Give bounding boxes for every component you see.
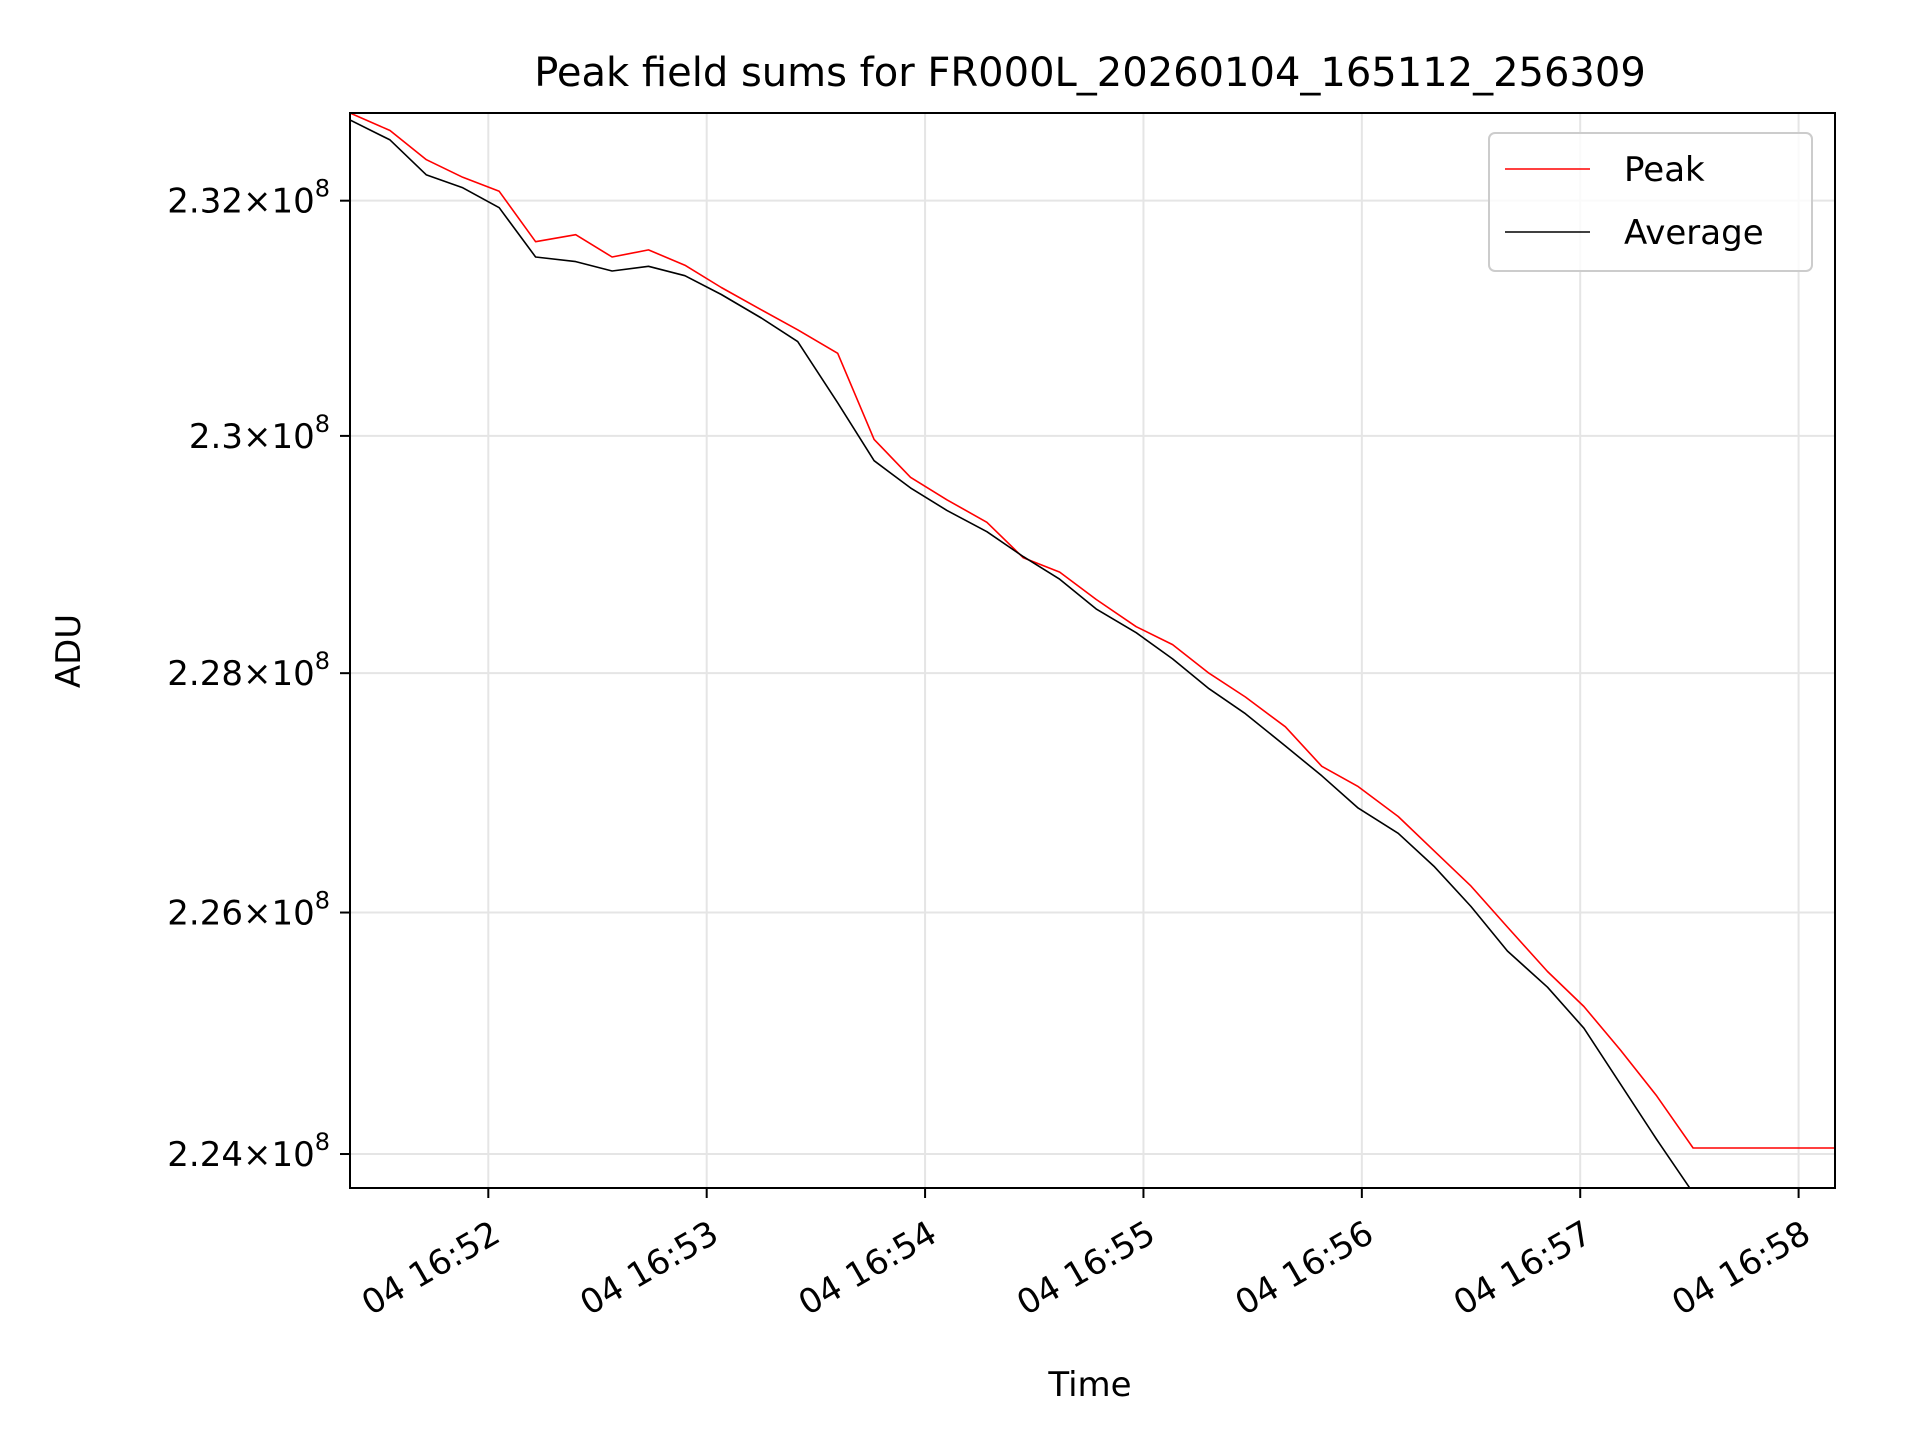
y-tick-exponent: 8 [315, 410, 330, 438]
series-line-peak [350, 113, 1835, 1149]
y-tick-exponent: 8 [315, 1128, 330, 1156]
series-line-average [350, 119, 1691, 1188]
plot-frame [349, 112, 1836, 1189]
y-tick-mantissa: 2.24×10 [167, 1135, 314, 1175]
legend-label-average: Average [1624, 213, 1764, 253]
legend-box [1488, 132, 1813, 272]
grid [350, 113, 1835, 1188]
y-tick-label: 2.28×108 [167, 647, 330, 694]
y-tick-mantissa: 2.26×10 [167, 894, 314, 934]
y-tick-label: 2.24×108 [167, 1128, 330, 1175]
y-tick-mantissa: 2.3×10 [189, 417, 315, 457]
y-tick-mantissa: 2.28×10 [167, 654, 314, 694]
y-tick-mantissa: 2.32×10 [167, 182, 314, 222]
y-tick-exponent: 8 [315, 647, 330, 675]
series-layer [350, 113, 1835, 1188]
chart-title: Peak field sums for FR000L_20260104_1651… [534, 50, 1646, 96]
legend-label-peak: Peak [1624, 150, 1705, 190]
y-tick-exponent: 8 [315, 175, 330, 203]
y-axis-label: ADU [49, 614, 89, 688]
legend: Peak Average [1488, 132, 1813, 272]
x-axis-label: Time [1047, 1365, 1131, 1405]
y-tick-exponent: 8 [315, 887, 330, 915]
y-tick-label: 2.26×108 [167, 887, 330, 934]
y-tick-label: 2.32×108 [167, 175, 330, 222]
y-tick-label: 2.3×108 [189, 410, 330, 457]
